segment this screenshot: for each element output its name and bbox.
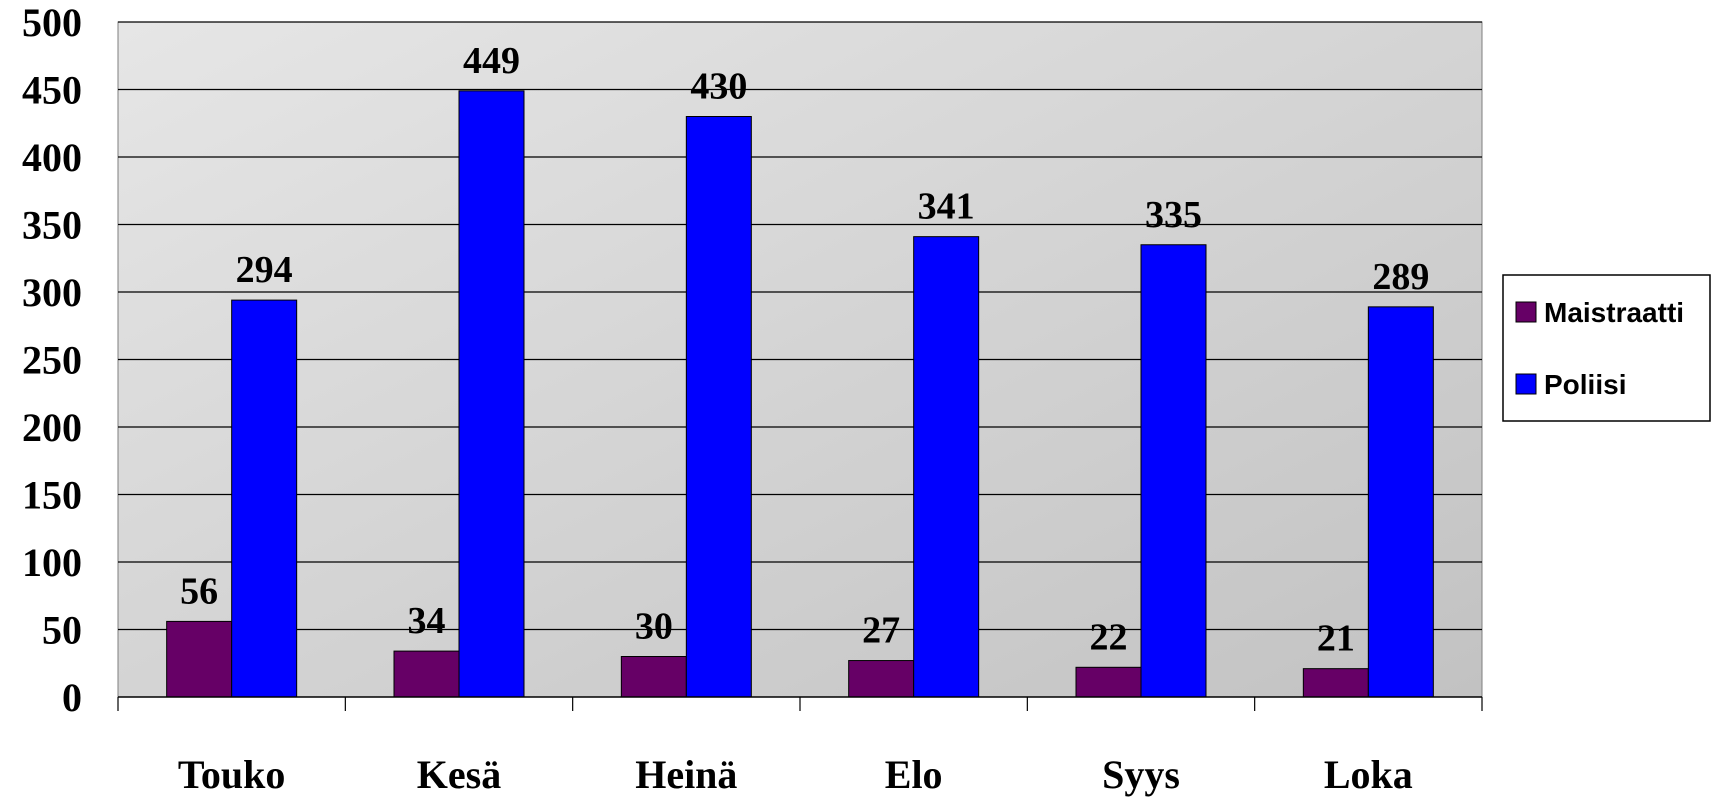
data-label: 34: [408, 600, 446, 642]
bar-maistraatti: [621, 657, 686, 698]
bar-maistraatti: [1076, 667, 1141, 697]
y-axis-ticks: 0 50 100 150 200 250 300 350 400 450 500: [22, 0, 82, 720]
data-label: 449: [463, 40, 520, 82]
bar-poliisi: [459, 91, 524, 697]
bar-poliisi: [232, 300, 297, 697]
data-label: 294: [236, 249, 293, 291]
bar-poliisi: [1368, 307, 1433, 697]
y-tick-label: 350: [22, 203, 82, 248]
y-tick-label: 100: [22, 540, 82, 585]
x-tick-label: Loka: [1324, 752, 1413, 797]
bar-poliisi: [686, 117, 751, 698]
y-tick-label: 450: [22, 68, 82, 113]
data-label: 30: [635, 606, 673, 648]
x-tick-label: Heinä: [635, 752, 737, 797]
legend-swatch: [1516, 374, 1536, 394]
bar-maistraatti: [1303, 669, 1368, 697]
data-label: 27: [862, 610, 900, 652]
bar-poliisi: [1141, 245, 1206, 697]
bar-maistraatti: [167, 621, 232, 697]
data-label: 341: [918, 186, 975, 228]
x-tick-label: Touko: [178, 752, 286, 797]
legend-swatch: [1516, 302, 1536, 322]
y-tick-label: 400: [22, 135, 82, 180]
y-tick-label: 200: [22, 405, 82, 450]
y-tick-label: 50: [42, 608, 82, 653]
data-label: 289: [1372, 256, 1429, 298]
bar-poliisi: [914, 237, 979, 697]
legend-label: Maistraatti: [1544, 297, 1684, 328]
bar-maistraatti: [394, 651, 459, 697]
legend: Maistraatti Poliisi: [1503, 275, 1710, 421]
legend-label: Poliisi: [1544, 369, 1626, 400]
x-axis: [118, 697, 1482, 711]
y-tick-label: 500: [22, 0, 82, 45]
x-tick-label: Kesä: [417, 752, 501, 797]
x-tick-label: Syys: [1102, 752, 1180, 797]
bar-maistraatti: [849, 661, 914, 697]
data-label: 21: [1317, 618, 1355, 660]
y-tick-label: 0: [62, 675, 82, 720]
x-axis-tick-labels: Touko Kesä Heinä Elo Syys Loka: [178, 752, 1413, 797]
y-tick-label: 150: [22, 473, 82, 518]
data-label: 22: [1090, 616, 1128, 658]
data-label: 335: [1145, 194, 1202, 236]
y-tick-label: 250: [22, 338, 82, 383]
data-label: 430: [690, 66, 747, 108]
y-tick-label: 300: [22, 270, 82, 315]
data-label: 56: [180, 570, 218, 612]
x-tick-label: Elo: [885, 752, 943, 797]
